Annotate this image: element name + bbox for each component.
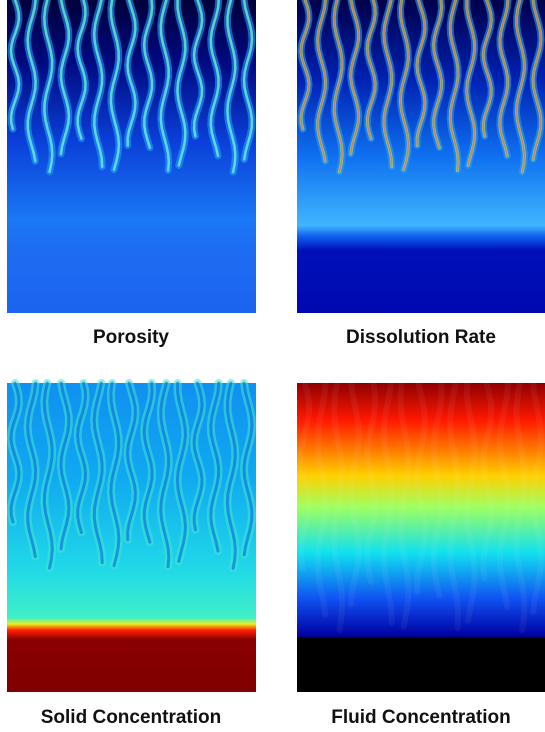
finger-streak [347,380,362,608]
finger-streak [482,0,493,138]
finger-streak [299,0,311,131]
caption: Porosity [93,327,169,348]
finger-streak [242,0,254,161]
finger-streak [349,0,360,155]
finger-streak [76,0,87,140]
finger-streak [413,380,429,595]
finger-streak [332,0,344,174]
fluid-image [297,383,545,692]
finger-streak [447,380,462,631]
finger-streak [432,0,443,149]
finger-streak [397,380,412,630]
finger-streak [366,0,376,140]
finger-streak [383,0,393,168]
finger-streak [192,381,204,532]
dissolution-panel [297,0,545,313]
finger-streak [481,0,493,138]
finger-streak [380,380,395,626]
fluid-panel [297,380,545,692]
finger-streak [515,0,526,173]
finger-streak [59,381,71,551]
finger-streak [532,0,542,161]
finger-streak [109,0,121,171]
finger-streak [316,0,327,162]
finger-streak [333,0,343,173]
finger-streak [398,0,410,172]
finger-streak [9,0,21,131]
finger-streak [430,380,445,599]
finger-streak [399,0,410,171]
finger-streak [365,0,377,141]
finger-streak [514,0,526,174]
finger-streak [364,380,379,586]
finger-streak [126,0,137,147]
finger-streak [176,0,187,167]
finger-streak [59,0,71,156]
finger-streak [175,381,187,563]
finger-streak [297,380,313,572]
finger-streak [142,381,154,544]
finger-streak [316,0,328,163]
finger-streak [209,0,220,158]
finger-streak [26,381,38,559]
finger-streak [192,0,204,138]
finger-streak [209,381,221,553]
finger-streak [9,381,21,524]
finger-streak [529,380,545,615]
caption: Dissolution Rate [346,327,496,348]
finger-streak [42,381,54,570]
finger-streak [43,0,54,174]
finger-streak [92,0,104,169]
finger-streak [331,380,346,633]
finger-streak [142,0,154,150]
finger-streak [498,0,510,158]
finger-streak [416,0,426,147]
finger-streak [159,381,171,569]
finger-streak [26,0,37,163]
finger-streak [499,0,509,157]
finger-streak [449,0,459,172]
finger-streak [300,0,310,130]
finger-streak [480,380,495,582]
finger-streak [531,0,543,161]
finger-streak [448,0,460,172]
finger-streak [226,0,237,174]
finger-streak [92,381,104,565]
finger-streak [225,381,237,570]
finger-streak [314,380,329,618]
finger-streak [465,0,476,167]
finger-streak [159,0,171,172]
finger-streak [242,381,254,557]
solid-panel [6,379,257,692]
finger-streak [415,0,427,148]
finger-streak [76,381,88,534]
porosity-panel [7,0,256,313]
finger-streak [125,381,138,542]
finger-streak [496,380,511,610]
caption: Fluid Concentration [331,707,510,728]
caption: Solid Concentration [41,707,222,728]
finger-streak [463,380,478,624]
finger-streak [465,0,477,167]
finger-streak [382,0,394,169]
finger-streak [432,0,444,150]
finger-streak [109,381,121,568]
finger-streak [513,380,528,634]
finger-streak [349,0,361,156]
